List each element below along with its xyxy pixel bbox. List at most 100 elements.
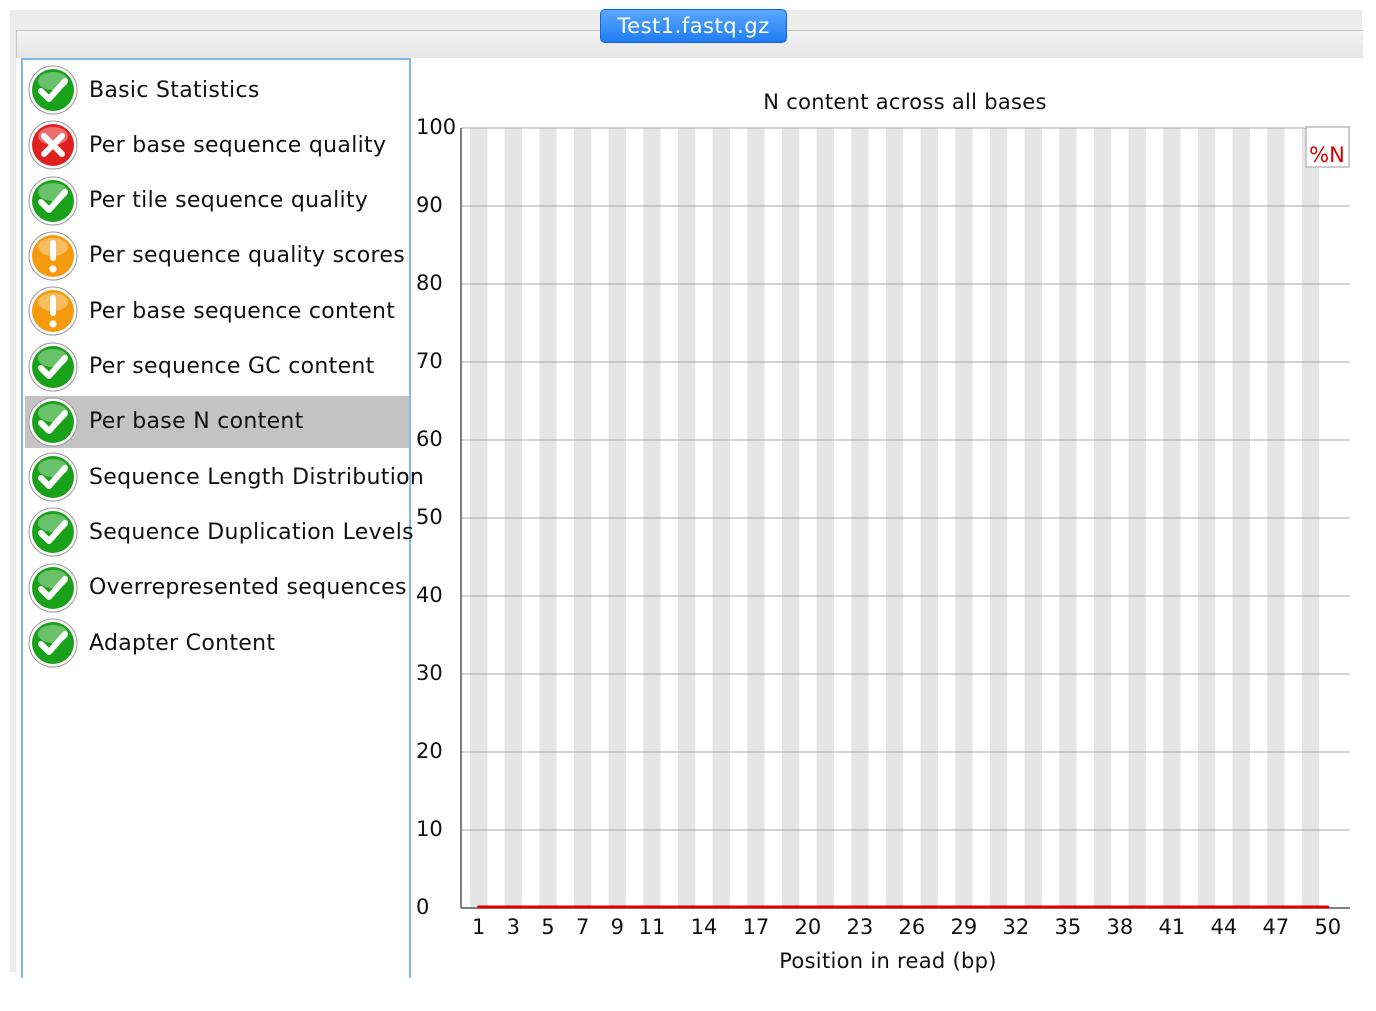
x-tick-label: 14 [691,915,718,939]
check-circle-green-icon [27,617,79,669]
data-point [685,905,689,909]
x-tick-label: 1 [472,915,485,939]
data-point [771,905,775,909]
x-tick-label: 47 [1262,915,1289,939]
y-tick-label: 40 [416,583,443,607]
x-axis-ticks: 1 3 5 7 9 11 14 17 20 23 26 29 32 35 38 41 44 47 50 [472,915,1341,939]
module-item[interactable]: Per base sequence quality [25,119,409,171]
data-point [650,905,654,909]
data-point [1135,905,1139,909]
data-point [1308,905,1312,909]
n-content-chart: N content across all bases 0 10 20 30 40 50 60… [416,90,1350,973]
module-label: Per sequence quality scores [89,243,405,269]
data-point [893,905,897,909]
y-tick-label: 100 [416,115,456,139]
x-tick-label: 5 [541,915,554,939]
data-point [1326,905,1330,909]
chart-panel: N content across all bases 0 10 20 30 40 50 60… [412,58,1362,978]
data-point [1187,905,1191,909]
data-point [789,905,793,909]
module-label: Sequence Length Distribution [89,464,425,490]
y-axis-ticks: 0 10 20 30 40 50 60 70 80 90 100 [416,115,456,919]
data-point [1291,905,1295,909]
y-tick-label: 70 [416,349,443,373]
x-tick-label: 11 [639,915,666,939]
data-point [477,905,481,909]
data-point [511,905,515,909]
check-circle-green-icon [27,175,79,227]
data-point [1014,905,1018,909]
check-circle-green-icon [27,562,79,614]
module-item[interactable]: Sequence Length Distribution [25,451,424,503]
check-circle-green-icon [27,64,79,116]
data-point [945,905,949,909]
check-circle-green-icon [27,506,79,558]
module-item[interactable]: Adapter Content [25,617,409,669]
file-tab[interactable]: Test1.fastq.gz [600,9,787,43]
legend-label: %N [1309,143,1345,167]
module-label: Adapter Content [89,630,276,656]
legend: %N [1305,126,1350,168]
x-tick-label: 17 [743,915,770,939]
data-point [494,905,498,909]
module-item[interactable]: Per tile sequence quality [25,175,409,227]
data-point [1256,905,1260,909]
data-point [1205,905,1209,909]
data-point [737,905,741,909]
data-point [529,905,533,909]
y-tick-label: 80 [416,271,443,295]
y-tick-label: 30 [416,661,443,685]
y-tick-label: 0 [416,895,429,919]
data-point [1118,905,1122,909]
module-item[interactable]: Per base sequence content [25,285,409,337]
module-label: Per base N content [89,409,304,435]
data-point [1222,905,1226,909]
data-point [581,905,585,909]
x-tick-label: 44 [1210,915,1237,939]
x-axis-label: Position in read (bp) [779,949,997,973]
data-point [875,905,879,909]
data-point [1049,905,1053,909]
x-tick-label: 50 [1314,915,1341,939]
series-layer [477,905,1330,909]
data-point [563,905,567,909]
data-point [806,905,810,909]
module-item[interactable]: Per base N content [25,395,409,448]
check-circle-green-icon [27,341,79,393]
x-tick-label: 20 [795,915,822,939]
x-tick-label: 26 [899,915,926,939]
exclamation-circle-orange-icon [27,285,79,337]
module-label: Per base sequence content [89,298,396,324]
data-point [615,905,619,909]
module-item[interactable]: Per sequence GC content [25,341,409,393]
x-tick-label: 23 [847,915,874,939]
data-point [667,905,671,909]
data-point [719,905,723,909]
x-tick-label: 3 [507,915,520,939]
y-tick-label: 60 [416,427,443,451]
module-item[interactable]: Basic Statistics [25,64,409,116]
x-tick-label: 32 [1003,915,1030,939]
data-point [962,905,966,909]
module-label: Basic Statistics [89,77,260,103]
x-tick-label: 41 [1158,915,1185,939]
gridlines [461,127,1350,909]
data-point [633,905,637,909]
data-point [1083,905,1087,909]
data-point [1170,905,1174,909]
data-point [979,905,983,909]
data-point [858,905,862,909]
module-label: Overrepresented sequences [89,575,407,601]
exclamation-circle-orange-icon [27,230,79,282]
module-item[interactable]: Sequence Duplication Levels [25,506,414,558]
y-tick-label: 10 [416,817,443,841]
check-circle-green-icon [27,396,79,448]
x-tick-label: 7 [576,915,589,939]
module-list: Basic Statistics Per base sequence qualit… [21,58,424,978]
data-point [546,905,550,909]
data-point [841,905,845,909]
module-item[interactable]: Per sequence quality scores [25,230,409,282]
module-item[interactable]: Overrepresented sequences [25,562,409,614]
x-circle-red-icon [27,119,79,171]
x-tick-label: 9 [611,915,624,939]
